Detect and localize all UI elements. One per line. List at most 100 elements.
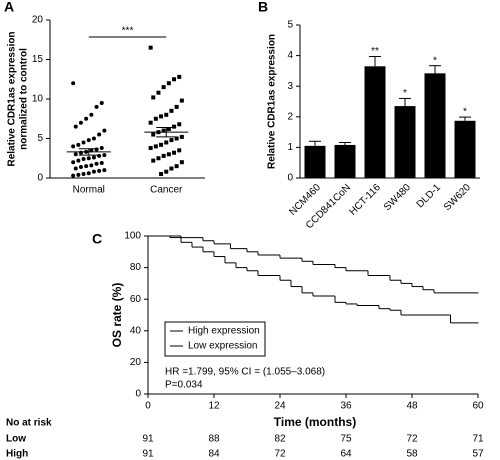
data-point <box>151 95 156 100</box>
y-tick-label: 15 <box>32 54 44 65</box>
data-point <box>78 150 83 155</box>
data-point <box>78 120 83 125</box>
at-risk-count: 57 <box>472 449 484 460</box>
legend-label: High expression <box>188 326 260 337</box>
data-point <box>172 150 177 155</box>
data-point <box>81 172 86 177</box>
data-point <box>91 155 96 160</box>
x-tick-label: 12 <box>208 401 220 412</box>
x-tick-label: 24 <box>274 401 286 412</box>
data-point <box>89 148 94 153</box>
data-point <box>166 81 171 86</box>
y-tick-label: 2 <box>287 111 293 122</box>
at-risk-count: 71 <box>472 434 484 445</box>
y-tick-label: 80 <box>130 262 142 273</box>
data-point <box>153 116 158 121</box>
data-point <box>86 156 91 161</box>
at-risk-count: 84 <box>208 449 220 460</box>
data-point <box>99 145 104 150</box>
data-point <box>76 142 81 147</box>
data-point <box>102 168 107 173</box>
y-tick-label: 0 <box>37 173 43 184</box>
annotation: HR =1.799, 95% CI = (1.055–3.068) <box>165 367 325 378</box>
data-point <box>94 147 99 152</box>
y-tick-label: 1 <box>287 142 293 153</box>
data-point <box>166 152 171 157</box>
y-tick-label: 5 <box>37 133 43 144</box>
y-axis-title: Relative CDR1as expression <box>267 34 278 169</box>
data-point <box>73 124 78 129</box>
data-point <box>71 160 76 165</box>
data-point <box>97 132 102 137</box>
data-point <box>89 163 94 168</box>
data-point <box>71 144 76 149</box>
data-point <box>159 114 164 119</box>
bar <box>454 120 476 178</box>
legend-label: Low expression <box>188 341 257 352</box>
data-point <box>94 161 99 166</box>
x-tick-label: Normal <box>73 185 105 196</box>
data-point <box>81 157 86 162</box>
x-tick-label: Cancer <box>150 185 183 196</box>
y-tick-label: 5 <box>287 20 293 31</box>
data-point <box>97 168 102 173</box>
x-tick-label: HCT-116 <box>347 182 383 218</box>
data-point <box>177 148 182 153</box>
panel-label: C <box>92 231 102 247</box>
data-point <box>172 77 177 82</box>
panel-label: A <box>4 0 14 15</box>
at-risk-count: 72 <box>406 434 418 445</box>
data-point <box>159 172 164 177</box>
significance: *** <box>122 26 134 37</box>
data-point <box>84 164 89 169</box>
at-risk-count: 58 <box>406 449 418 460</box>
data-point <box>151 158 156 163</box>
data-point <box>148 120 153 125</box>
data-point <box>73 166 78 171</box>
y-tick-label: 100 <box>124 231 141 242</box>
data-point <box>99 100 104 105</box>
x-tick-label: DLD-1 <box>415 182 444 211</box>
data-point <box>164 169 169 174</box>
panel-label: B <box>258 0 268 15</box>
at-risk-row-label: Low <box>6 434 26 445</box>
data-point <box>166 127 171 132</box>
data-point <box>153 144 158 149</box>
y-tick-label: 20 <box>130 357 142 368</box>
data-point <box>71 173 76 178</box>
data-point <box>179 134 184 139</box>
x-tick-label: 60 <box>472 401 484 412</box>
y-tick-label: 0 <box>135 389 141 400</box>
data-point <box>164 112 169 117</box>
data-point <box>78 164 83 169</box>
data-point <box>73 152 78 157</box>
significance: * <box>403 88 407 99</box>
data-point <box>174 164 179 169</box>
data-point <box>177 122 182 127</box>
x-tick-label: 36 <box>340 401 352 412</box>
data-point <box>148 45 153 50</box>
at-risk-count: 82 <box>274 434 286 445</box>
at-risk-row-label: High <box>6 449 28 460</box>
data-point <box>91 136 96 141</box>
y-tick-label: 3 <box>287 81 293 92</box>
data-point <box>76 172 81 177</box>
x-tick-label: SW480 <box>382 182 413 213</box>
bar <box>394 106 416 178</box>
data-point <box>102 128 107 133</box>
data-point <box>156 156 161 161</box>
y-axis-title: normalized to control <box>19 48 30 150</box>
data-point <box>169 108 174 113</box>
data-point <box>161 128 166 133</box>
y-axis-title: OS rate (%) <box>110 283 124 348</box>
data-point <box>148 145 153 150</box>
data-point <box>161 153 166 158</box>
x-axis-title: Time (months) <box>274 415 356 429</box>
data-point <box>174 104 179 109</box>
data-point <box>91 169 96 174</box>
data-point <box>94 104 99 109</box>
data-point <box>81 140 86 145</box>
data-point <box>161 85 166 90</box>
x-tick-label: 48 <box>406 401 418 412</box>
